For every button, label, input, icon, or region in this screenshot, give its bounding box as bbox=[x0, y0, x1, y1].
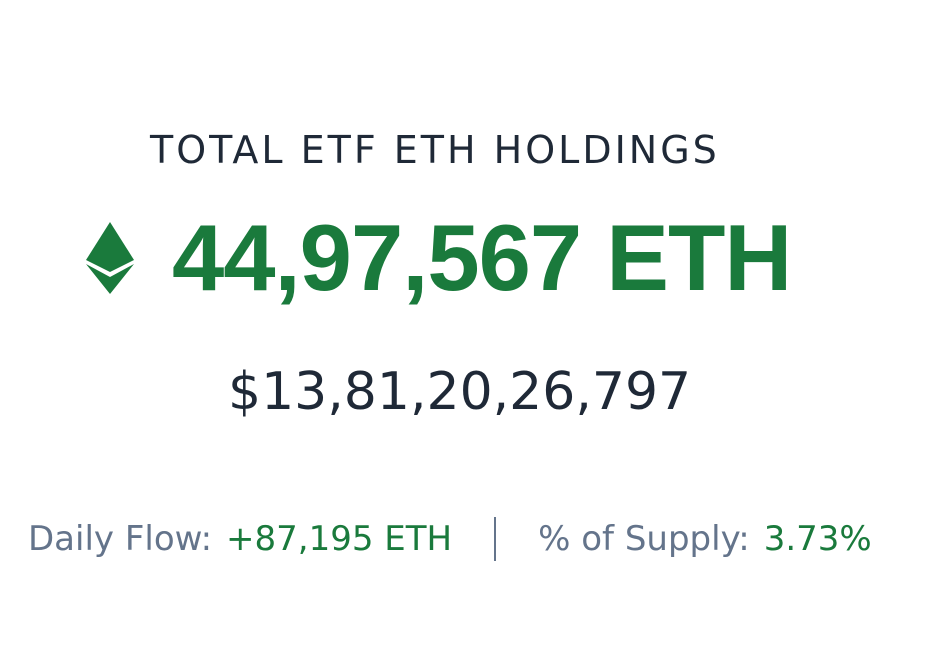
daily-flow-label: Daily Flow: bbox=[28, 519, 213, 559]
supply-percent-value: 3.73% bbox=[763, 519, 872, 559]
eth-holdings-amount: 44,97,567 ETH bbox=[172, 205, 792, 310]
usd-holdings-value: $13,81,20,26,797 bbox=[228, 362, 692, 422]
ethereum-icon bbox=[86, 222, 134, 294]
holdings-row: 44,97,567 ETH bbox=[86, 205, 792, 310]
stats-divider bbox=[494, 517, 497, 561]
card-title: TOTAL ETF ETH HOLDINGS bbox=[150, 128, 720, 172]
stats-row: Daily Flow: +87,195 ETH % of Supply: 3.7… bbox=[28, 515, 872, 563]
daily-flow-value: +87,195 ETH bbox=[226, 519, 453, 559]
supply-percent-label: % of Supply: bbox=[538, 519, 750, 559]
